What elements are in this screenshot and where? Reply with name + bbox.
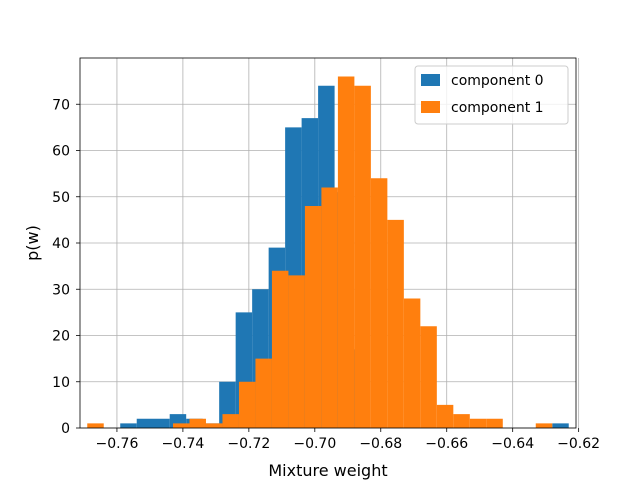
histogram-bar <box>420 326 437 428</box>
histogram-bar <box>87 423 104 428</box>
series-1-bars <box>87 76 553 428</box>
x-tick-label: −0.68 <box>359 436 402 452</box>
histogram-bar <box>304 206 322 428</box>
y-axis-title: p(w) <box>23 225 42 261</box>
histogram-bar <box>486 418 503 428</box>
y-tick-label: 30 <box>52 282 70 298</box>
histogram-bar <box>337 76 355 428</box>
y-tick-label: 60 <box>52 144 70 160</box>
y-tick-label: 40 <box>52 236 70 252</box>
histogram-bar <box>205 423 223 428</box>
y-tick-label: 50 <box>52 190 70 206</box>
histogram-bar <box>535 423 553 428</box>
x-tick-label: −0.62 <box>557 436 600 452</box>
histogram-bar <box>222 414 239 428</box>
histogram-bar <box>189 418 206 428</box>
x-tick-label: −0.70 <box>293 436 336 452</box>
histogram-bar <box>436 404 454 428</box>
histogram-bar <box>120 423 137 428</box>
x-tick-label: −0.66 <box>425 436 468 452</box>
x-tick-label: −0.74 <box>161 436 204 452</box>
y-tick-label: 20 <box>52 329 70 345</box>
histogram-bar <box>136 418 170 428</box>
legend-label: component 0 <box>451 73 544 89</box>
x-tick-label: −0.64 <box>491 436 534 452</box>
histogram-bar <box>288 275 305 428</box>
legend-label: component 1 <box>451 100 544 116</box>
y-tick-label: 70 <box>52 97 70 113</box>
histogram-bar <box>255 358 272 428</box>
histogram-bar <box>354 85 371 428</box>
histogram-bar <box>370 178 388 428</box>
x-tick-label: −0.72 <box>227 436 270 452</box>
legend-swatch <box>421 101 440 113</box>
legend-box <box>414 65 569 125</box>
x-axis-title: Mixture weight <box>268 461 387 480</box>
histogram-bar <box>469 418 487 428</box>
histogram-bar <box>453 414 470 428</box>
histogram-bar <box>387 219 404 428</box>
axis-ticks: −0.76 −0.74 −0.72 −0.70 −0.68 −0.66 −0.64 −0.62… <box>52 97 600 452</box>
x-tick-label: −0.76 <box>95 436 138 452</box>
y-tick-label: 0 <box>61 421 70 437</box>
histogram-bar <box>321 187 338 428</box>
legend-swatch <box>421 74 440 86</box>
histogram-bar <box>271 270 289 428</box>
legend: component 0 component 1 <box>414 65 569 125</box>
histogram-bar <box>238 381 256 428</box>
histogram-bar <box>552 423 569 428</box>
histogram-bar <box>173 423 190 428</box>
histogram-bar <box>403 298 421 428</box>
y-tick-label: 10 <box>52 375 70 391</box>
histogram-bars <box>87 76 569 428</box>
